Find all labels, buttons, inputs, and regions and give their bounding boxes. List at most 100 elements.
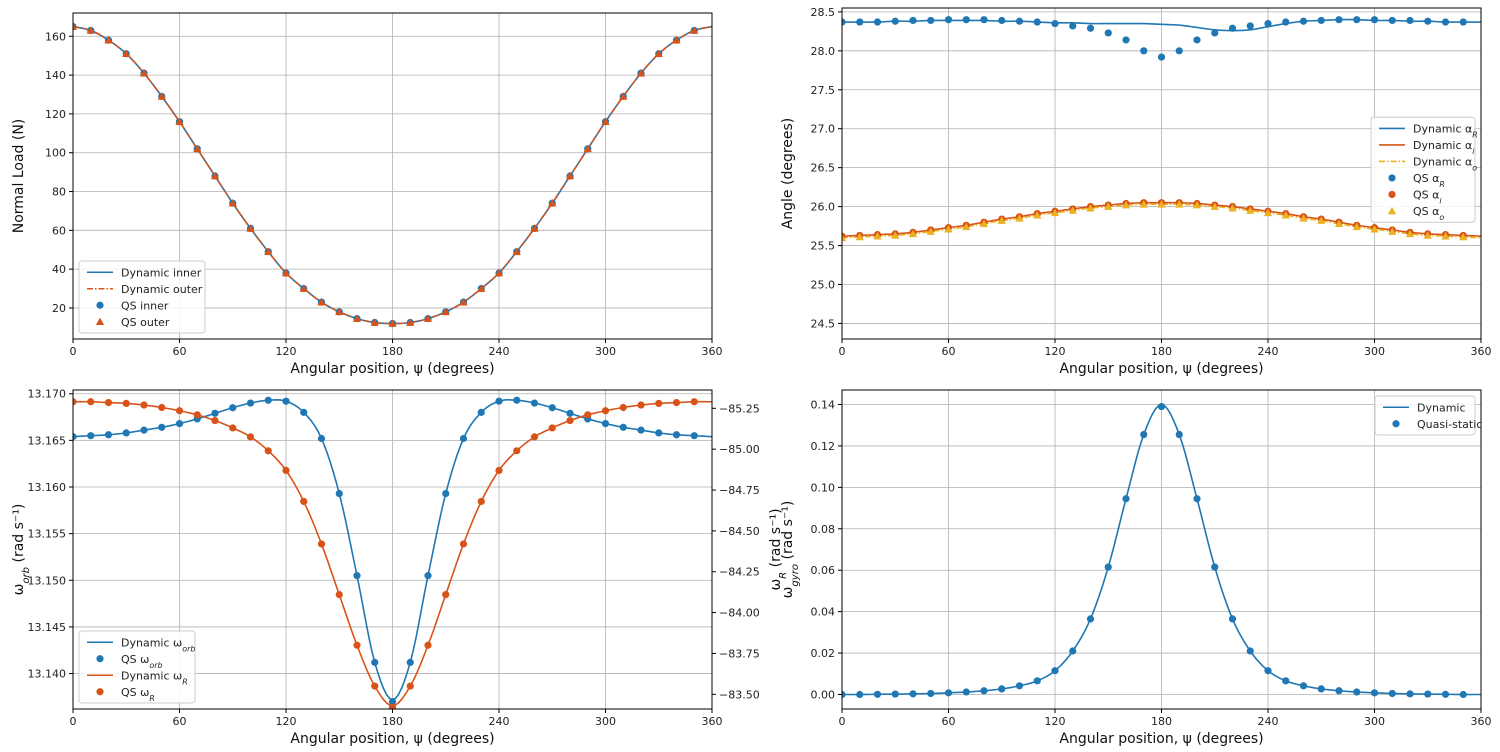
x-tick-label: 120: [1045, 345, 1066, 358]
y-tick-label: 13.150: [28, 574, 67, 587]
x-tick-label: 360: [1471, 345, 1492, 358]
data-point: [264, 247, 273, 255]
data-point: [1353, 16, 1361, 24]
data-point: [1015, 682, 1024, 690]
data-point: [477, 408, 485, 416]
data-point: [1388, 689, 1396, 698]
legend-box: [1374, 395, 1476, 436]
data-point: [211, 416, 219, 425]
x-tick-label: 300: [595, 345, 616, 358]
data-point: [229, 424, 237, 432]
data-point: [944, 16, 953, 24]
data-point: [406, 318, 415, 326]
data-point: [566, 416, 574, 425]
data-point: [406, 682, 414, 690]
data-point: [193, 411, 201, 419]
data-point: [619, 92, 628, 100]
data-point: [530, 433, 539, 441]
y2-tick-label: −85.00: [719, 443, 760, 456]
y2-axis-label: ωR (rad s⁻¹): [768, 508, 789, 590]
data-point: [335, 307, 344, 316]
data-point: [73, 22, 78, 30]
legend-entry: QS αR: [1413, 172, 1445, 189]
data-point: [1069, 647, 1077, 655]
y-tick-label: 13.160: [28, 481, 67, 494]
data-point: [690, 26, 699, 34]
data-point: [140, 401, 148, 409]
data-point: [654, 49, 663, 58]
x-tick-label: 360: [1471, 715, 1492, 728]
data-point: [459, 540, 468, 548]
data-point: [1228, 615, 1237, 623]
legend-entry: Dynamic: [1417, 401, 1466, 414]
legend-box: [1370, 116, 1476, 223]
y2-tick-label: −84.00: [719, 607, 760, 620]
y-tick-label: 120: [45, 108, 66, 121]
data-point: [1317, 685, 1325, 693]
x-axis-label: Angular position, ψ (degrees): [1059, 731, 1263, 747]
legend-entry: Dynamic αi: [1413, 139, 1475, 156]
data-point: [1370, 16, 1379, 24]
data-point: [300, 497, 308, 506]
legend-marker-swatch: [96, 688, 104, 696]
x-tick-label: 0: [839, 715, 846, 728]
data-point: [1424, 17, 1432, 25]
data-point: [1033, 211, 1042, 219]
data-point: [86, 26, 95, 34]
data-point: [979, 219, 989, 228]
data-point: [459, 297, 468, 306]
x-tick-label: 240: [1258, 345, 1279, 358]
data-point: [371, 658, 379, 666]
y-tick-label: 60: [52, 224, 66, 237]
data-point: [619, 423, 627, 431]
data-point: [842, 233, 847, 242]
y-tick-label: 0.08: [811, 523, 836, 536]
data-point: [1246, 206, 1255, 214]
data-point: [104, 36, 113, 44]
data-point: [317, 540, 326, 548]
chart-p4: 0 60 120 180 240 300 360 0.00 0.02 0.04 0.06 0.08 0.…: [780, 389, 1492, 747]
y-tick-label: 0.02: [811, 647, 836, 660]
y-tick-label: 40: [52, 263, 66, 276]
y-tick-label: 0.00: [811, 689, 836, 702]
y-tick-label: 0.12: [811, 440, 836, 453]
data-point: [1140, 430, 1148, 439]
data-point: [1104, 29, 1112, 37]
data-point: [406, 658, 414, 666]
data-point: [1140, 47, 1148, 55]
y-axis-label: ωorb (rad s⁻¹): [11, 504, 32, 596]
data-point: [927, 689, 935, 698]
x-tick-label: 240: [1258, 715, 1279, 728]
data-point: [246, 399, 255, 407]
data-point: [335, 489, 343, 498]
y-tick-label: 26.0: [811, 201, 836, 214]
data-point: [513, 396, 521, 404]
data-point: [139, 69, 149, 77]
data-point: [1246, 22, 1254, 30]
data-point: [352, 314, 362, 322]
data-point: [1157, 402, 1166, 411]
data-point: [1299, 214, 1308, 222]
y2-tick-label: −84.25: [719, 566, 760, 579]
data-point: [672, 431, 681, 439]
data-point: [1175, 200, 1184, 208]
data-point: [175, 117, 184, 125]
data-point: [1335, 687, 1343, 695]
x-tick-label: 60: [942, 345, 956, 358]
data-point: [1317, 16, 1325, 25]
data-point: [944, 689, 953, 697]
data-point: [104, 431, 113, 439]
data-point: [1051, 667, 1059, 675]
data-point: [891, 690, 899, 698]
data-point: [672, 398, 681, 407]
data-point: [1441, 18, 1450, 26]
y-tick-label: 140: [45, 69, 66, 82]
data-point: [998, 16, 1006, 25]
x-tick-label: 180: [1151, 715, 1172, 728]
data-point: [980, 687, 988, 695]
data-point: [87, 432, 95, 440]
data-point: [548, 424, 556, 432]
data-point: [246, 433, 255, 441]
data-point: [122, 429, 130, 437]
x-tick-label: 0: [70, 345, 77, 358]
